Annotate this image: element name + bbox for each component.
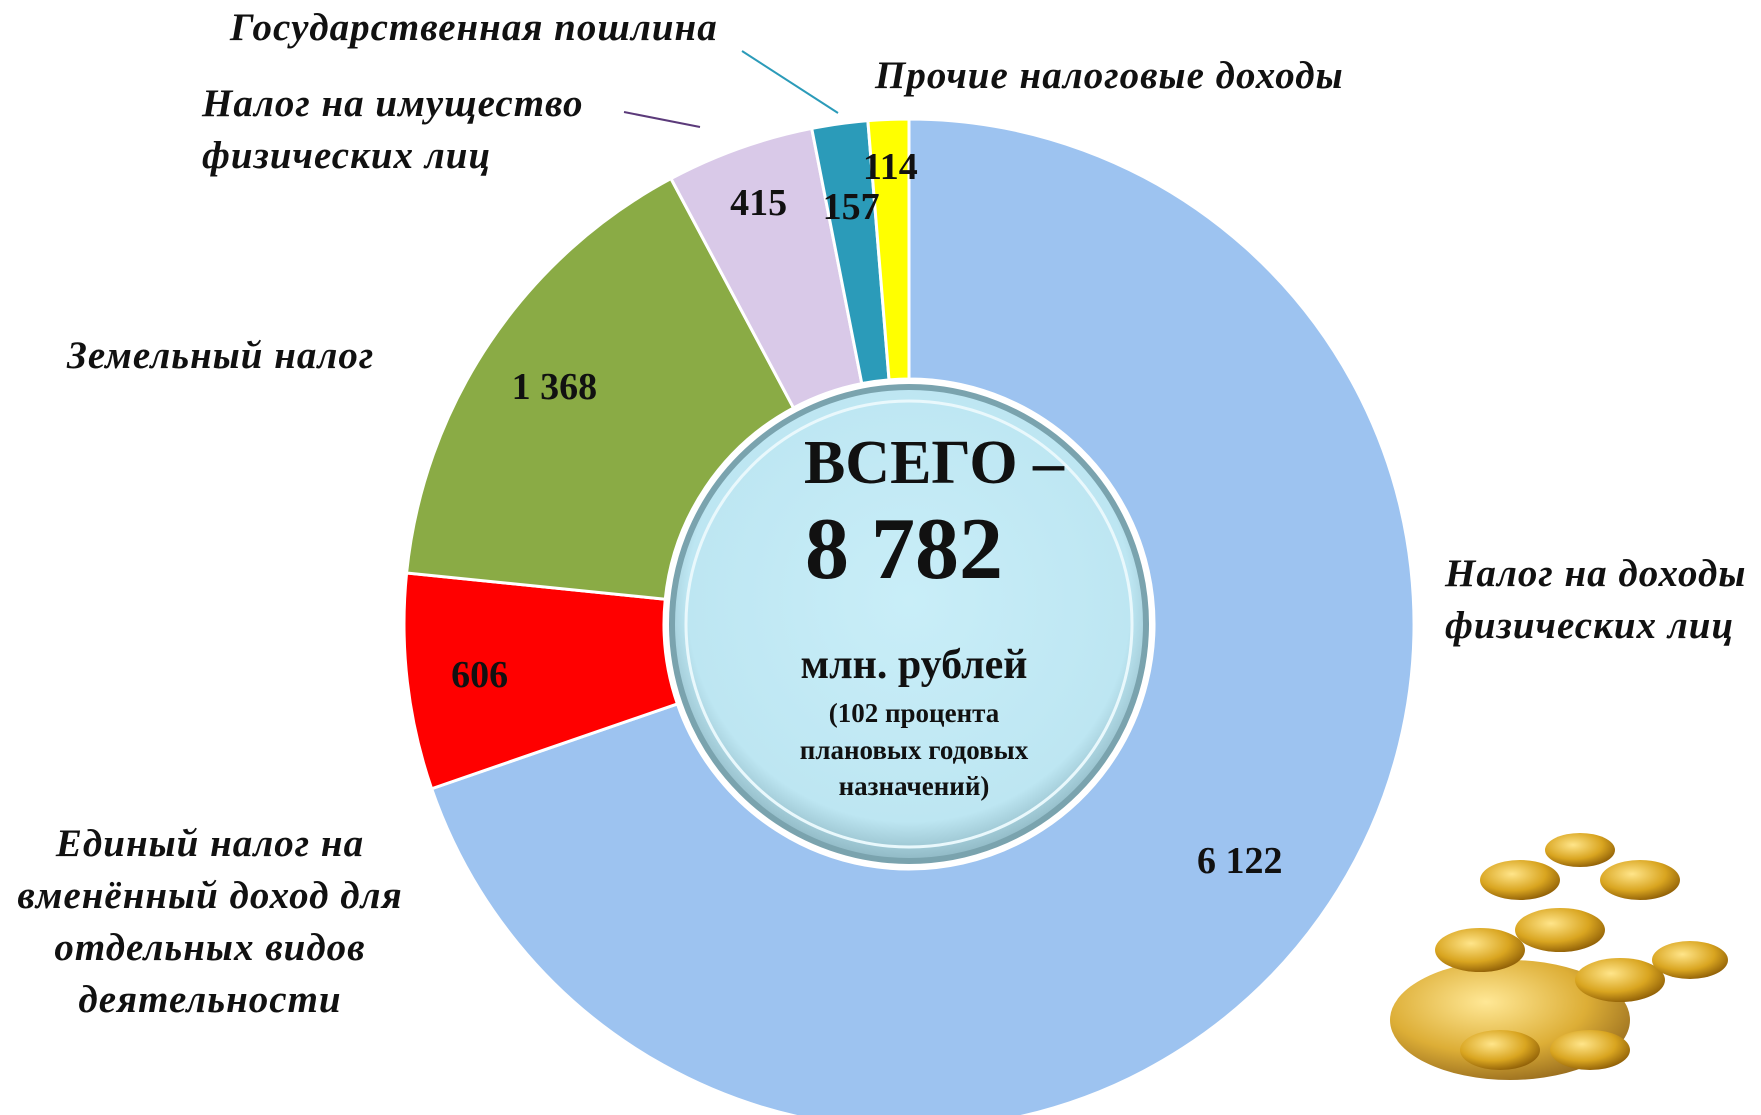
- center-text: 8 782: [805, 501, 1003, 598]
- category-label: Налог на доходы физических лиц: [1445, 552, 1747, 647]
- category-label: Земельный налог: [67, 334, 375, 377]
- category-label: Прочие налоговые доходы: [875, 54, 1344, 97]
- category-label: Единый налог на вменённый доход для отде…: [17, 822, 403, 1021]
- value-label: 6 122: [1197, 840, 1283, 882]
- center-text: назначений): [839, 771, 990, 801]
- value-label: 606: [451, 654, 508, 696]
- value-label: 114: [863, 146, 918, 188]
- center-text: млн. рублей: [801, 642, 1028, 688]
- category-label: Государственная пошлина: [230, 6, 718, 49]
- value-label: 157: [823, 186, 880, 228]
- center-text: ВСЕГО –: [804, 429, 1065, 497]
- donut-segment: [866, 117, 911, 382]
- leader-line: [623, 111, 701, 128]
- donut-segment: [404, 176, 796, 601]
- center-ring: [669, 384, 1149, 864]
- leader-line: [741, 50, 839, 114]
- center-ring-inner: [684, 399, 1134, 849]
- value-label: 415: [730, 182, 787, 224]
- donut-segment: [429, 117, 1416, 1115]
- coins: [1390, 833, 1728, 1080]
- center-text: (102 процента: [829, 698, 1000, 728]
- category-label: Налог на имущество физических лиц: [202, 82, 584, 177]
- center-text: плановых годовых: [800, 735, 1029, 765]
- value-label: 1 368: [512, 366, 598, 408]
